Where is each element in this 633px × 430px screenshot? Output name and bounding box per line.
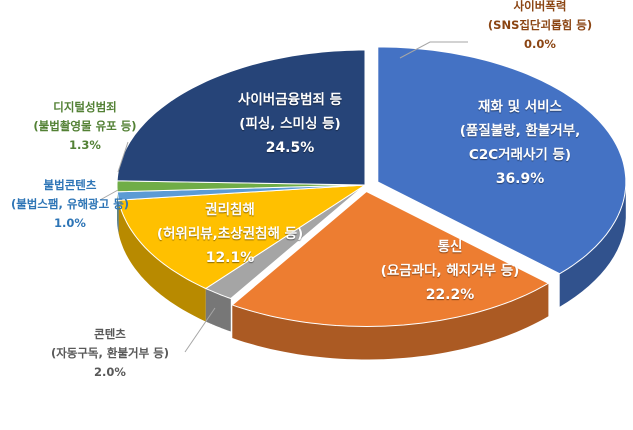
slice-name-illegal-content: 불법콘텐츠 [43,178,97,192]
pie-side-content [205,288,231,332]
slice-value-cyber-violence: 0.0% [524,37,556,51]
slice-label-rights: 권리침해 (허위리뷰,초상권침해 등) 12.1% [125,198,335,270]
slice-name-goods: 재화 및 서비스 [478,99,562,115]
slice-name-finance: 사이버금융범죄 등 [237,92,343,108]
pie-slice-goods [377,46,627,275]
slice-value-digital-sex: 1.3% [69,138,101,152]
slice-detail-content: (자동구독, 환불거부 등) [50,346,170,360]
slice-value-telecom: 22.2% [425,287,475,303]
slice-label-digital-sex: 디지털성범죄 (불법촬영물 유포 등) 1.3% [10,98,160,155]
pie-slice-rights [117,184,367,290]
slice-name-content: 콘텐츠 [94,327,126,341]
slice-detail-digital-sex: (불법촬영물 유포 등) [33,119,137,133]
slice-name-rights: 권리침해 [205,202,255,218]
pie-slice-telecom [231,190,550,328]
leader-line-illegal-content [99,189,119,201]
leader-lines [99,41,468,353]
pie-slice-content [204,184,366,300]
slice-detail-rights: (허위리뷰,초상권침해 등) [156,226,304,242]
slice-name-cyber-violence: 사이버폭력 [513,0,567,13]
leader-line-content [184,307,216,353]
slice-detail-cyber-violence: (SNS집단괴롭힘 등) [487,18,593,32]
pie-side-goods [559,185,626,307]
slice-name-digital-sex: 디지털성범죄 [53,100,117,114]
slice-detail-finance: (피싱, 스미싱 등) [239,116,341,132]
slice-name-telecom: 통신 [437,239,463,255]
pie-side-rights [118,200,206,322]
slice-label-content: 콘텐츠 (자동구독, 환불거부 등) 2.0% [35,325,185,382]
slice-label-finance: 사이버금융범죄 등 (피싱, 스미싱 등) 24.5% [190,88,390,160]
slice-label-cyber-violence: 사이버폭력 (SNS집단괴롭힘 등) 0.0% [465,0,615,54]
slice-value-content: 2.0% [94,365,126,379]
pie-chart-svg [99,41,627,360]
pie-side-illegal-content [117,191,119,234]
slice-value-rights: 12.1% [205,250,255,266]
pie-tops [116,46,627,328]
leader-line-digital-sex [117,141,129,173]
slice-detail-goods-1: (품질불량, 환불거부, [459,123,581,139]
slice-value-finance: 24.5% [265,140,315,156]
slice-value-illegal-content: 1.0% [54,216,86,230]
slice-detail-illegal-content: (불법스팸, 유해광고 등) [10,197,130,211]
slice-detail-telecom: (요금과다, 해지거부 등) [380,263,520,279]
leader-line-cyber-violence [399,41,468,59]
slice-label-illegal-content: 불법콘텐츠 (불법스팸, 유해광고 등) 1.0% [0,176,140,233]
slice-label-goods: 재화 및 서비스 (품질불량, 환불거부, C2C거래사기 등) 36.9% [420,95,620,191]
pie-slice-illegal-content [116,184,366,201]
slice-detail-goods-2: C2C거래사기 등) [468,147,572,163]
slice-value-goods: 36.9% [495,171,545,187]
slice-label-telecom: 통신 (요금과다, 해지거부 등) 22.2% [350,235,550,307]
pie-side-telecom [232,283,549,360]
